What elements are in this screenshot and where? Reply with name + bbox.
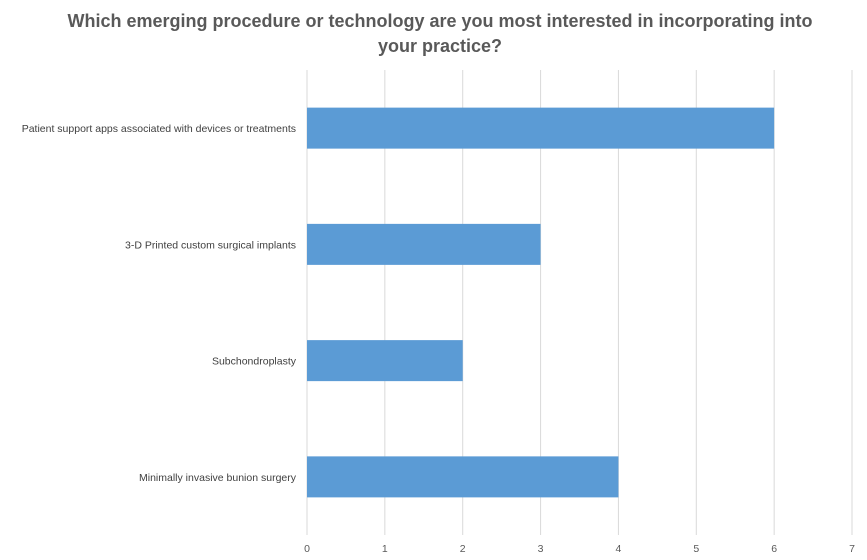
- category-label: Patient support apps associated with dev…: [22, 123, 296, 135]
- x-tick-label: 2: [460, 543, 466, 555]
- x-tick-label: 6: [771, 543, 777, 555]
- x-tick-label: 5: [693, 543, 699, 555]
- x-tick-label: 1: [382, 543, 388, 555]
- x-tick-label: 7: [849, 543, 855, 555]
- category-label: Subchondroplasty: [212, 356, 297, 368]
- bar: [307, 456, 619, 498]
- bar: [307, 223, 541, 265]
- x-tick-label: 0: [304, 543, 310, 555]
- chart-title: Which emerging procedure or technology a…: [67, 11, 813, 56]
- x-tick-label: 4: [616, 543, 622, 555]
- bar: [307, 107, 775, 149]
- bar: [307, 340, 463, 382]
- x-tick-label: 3: [538, 543, 544, 555]
- category-label: Minimally invasive bunion surgery: [139, 472, 297, 484]
- category-label: 3-D Printed custom surgical implants: [125, 239, 296, 251]
